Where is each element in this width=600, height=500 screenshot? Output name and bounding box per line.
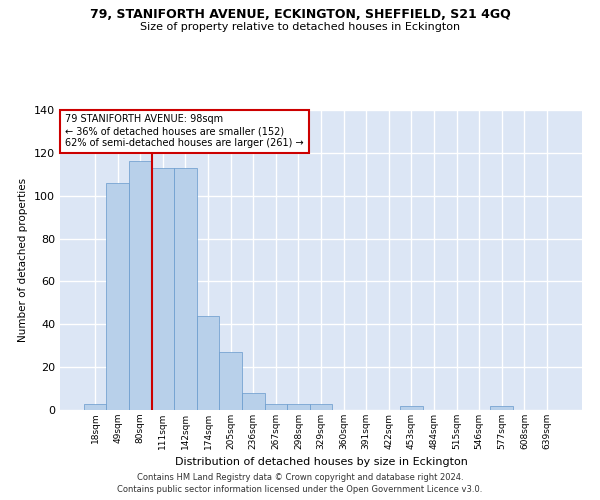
Text: Contains public sector information licensed under the Open Government Licence v3: Contains public sector information licen… <box>118 485 482 494</box>
Bar <box>84 404 106 410</box>
Bar <box>242 393 265 410</box>
Bar <box>197 316 220 410</box>
Bar <box>152 168 174 410</box>
Text: 79, STANIFORTH AVENUE, ECKINGTON, SHEFFIELD, S21 4GQ: 79, STANIFORTH AVENUE, ECKINGTON, SHEFFI… <box>89 8 511 20</box>
Text: Size of property relative to detached houses in Eckington: Size of property relative to detached ho… <box>140 22 460 32</box>
Bar <box>174 168 197 410</box>
Text: 79 STANIFORTH AVENUE: 98sqm
← 36% of detached houses are smaller (152)
62% of se: 79 STANIFORTH AVENUE: 98sqm ← 36% of det… <box>65 114 304 148</box>
Bar <box>265 404 287 410</box>
Bar <box>310 404 332 410</box>
X-axis label: Distribution of detached houses by size in Eckington: Distribution of detached houses by size … <box>175 458 467 468</box>
Bar <box>129 162 152 410</box>
Bar <box>400 406 422 410</box>
Text: Contains HM Land Registry data © Crown copyright and database right 2024.: Contains HM Land Registry data © Crown c… <box>137 472 463 482</box>
Bar <box>106 183 129 410</box>
Bar <box>490 406 513 410</box>
Bar <box>220 352 242 410</box>
Y-axis label: Number of detached properties: Number of detached properties <box>19 178 28 342</box>
Bar <box>287 404 310 410</box>
